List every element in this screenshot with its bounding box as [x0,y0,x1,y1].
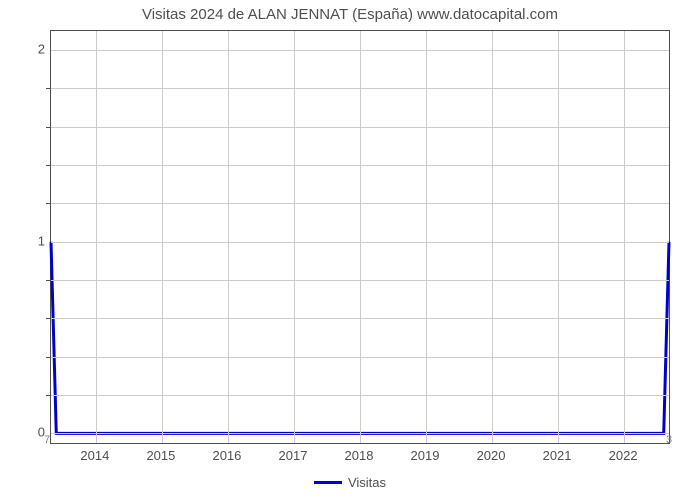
x-tick-label: 2015 [141,448,181,463]
x-tick-label: 2019 [405,448,445,463]
x-tick-label: 2022 [603,448,643,463]
right-end-annotation: 3 [666,434,672,446]
y-minor-tick [46,318,51,319]
legend-swatch [314,481,342,484]
plot-area [50,30,670,444]
gridline-v [558,31,559,443]
x-tick-label: 2016 [207,448,247,463]
x-tick-label: 2017 [273,448,313,463]
x-tick-label: 2020 [471,448,511,463]
legend-label: Visitas [348,475,386,490]
gridline-v [426,31,427,443]
x-tick-label: 2014 [75,448,115,463]
gridline-v [624,31,625,443]
gridline-v [360,31,361,443]
y-tick-label: 0 [15,425,45,440]
y-minor-tick [46,127,51,128]
y-tick-label: 1 [15,233,45,248]
left-end-annotation: 7 [44,434,50,446]
gridline-v [492,31,493,443]
x-tick-label: 2021 [537,448,577,463]
y-minor-tick [46,203,51,204]
gridline-v [96,31,97,443]
y-minor-tick [46,357,51,358]
gridline-v [162,31,163,443]
y-minor-tick [46,165,51,166]
legend: Visitas [0,474,700,490]
chart-title: Visitas 2024 de ALAN JENNAT (España) www… [0,6,700,23]
gridline-v [294,31,295,443]
y-minor-tick [46,280,51,281]
y-tick-label: 2 [15,42,45,57]
gridline-v [228,31,229,443]
y-minor-tick [46,395,51,396]
chart-container: { "chart": { "type": "line", "title": "V… [0,0,700,500]
y-minor-tick [46,88,51,89]
x-tick-label: 2018 [339,448,379,463]
